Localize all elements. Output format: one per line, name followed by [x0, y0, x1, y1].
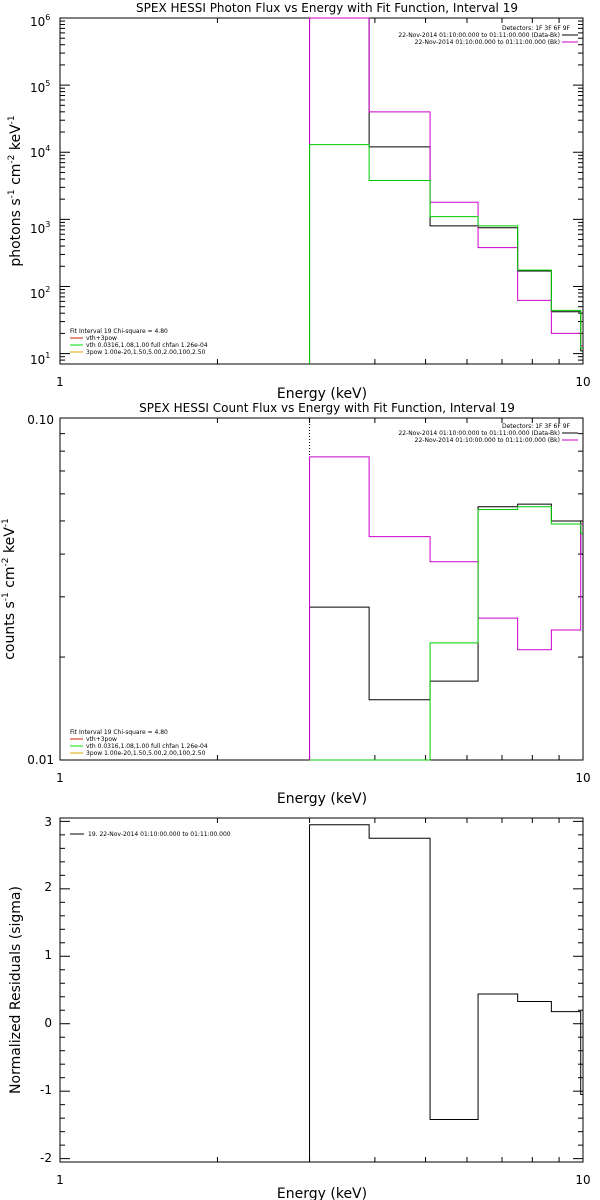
- legend-vth: vth 0.0316,1.08,1.00 full chfan 1.26e-04: [86, 342, 208, 349]
- panel1-frame: [59, 17, 584, 365]
- panel3-ticks: [59, 818, 584, 1162]
- panel3-top-legend: 19. 22-Nov-2014 01:10:00.000 to 01:11:00…: [70, 831, 231, 838]
- panel3-x-tick-label: 1: [56, 1173, 64, 1187]
- panel2-x-axis-label: Energy (keV): [277, 791, 367, 807]
- panel2-y-tick-label: 0.01: [27, 753, 54, 767]
- legend-vth3pow: vth+3pow: [86, 335, 117, 342]
- residuals-panel: -2 -1 0 1 2 3 1 10 Energy (keV) Normaliz…: [8, 815, 591, 1200]
- panel2-bottom-legend: Fit Interval 19 Chi-square = 4.80 vth+3p…: [70, 729, 208, 757]
- panel3-y-tick-label: 3: [44, 815, 52, 829]
- panel2-y-tick-label: 0.10: [27, 413, 54, 427]
- panel3-y-tick-label: -2: [40, 1151, 52, 1165]
- panel3-frame: [59, 817, 584, 1163]
- panel3-series: [309, 824, 583, 1162]
- panel1-bottom-legend: Fit Interval 19 Chi-square = 4.80 vth+3p…: [70, 328, 208, 356]
- panel1-y-axis-label: photons s-1 cm-2 keV-1: [7, 115, 24, 266]
- panel1-x-tick-label: 1: [56, 375, 64, 389]
- panel1-ticks: [59, 17, 584, 365]
- series-2-step-line: [309, 456, 583, 760]
- panel1-y-tick-labels: 101 102 103 104 105 106: [30, 13, 50, 367]
- series-1-step-line: [309, 503, 583, 760]
- panel2-title: SPEX HESSI Count Flux vs Energy with Fit…: [139, 401, 515, 415]
- panel2-x-tick-label: 1: [56, 771, 64, 785]
- legend-detectors: Detectors: 1F 3F 6F 9F: [502, 25, 571, 32]
- series-3-step-line: [309, 144, 583, 364]
- legend-detectors: Detectors: 1F 3F 6F 9F: [502, 423, 571, 430]
- legend-vth: vth 0.0316,1.08,1.00 full chfan 1.26e-04: [86, 743, 208, 750]
- panel1-x-tick-label: 10: [575, 375, 590, 389]
- panel3-y-tick-label: 1: [44, 948, 52, 962]
- panel1-y-tick-label: 104: [30, 144, 50, 160]
- panel1-series: [309, 17, 583, 364]
- panel2-top-legend: Detectors: 1F 3F 6F 9F 22-Nov-2014 01:10…: [398, 423, 578, 444]
- panel1-y-tick-label: 105: [30, 79, 50, 95]
- legend-3pow: 3pow 1.00e-20,1.50,5.00,2.00,100,2.50: [86, 750, 206, 757]
- panel2-frame: [59, 417, 584, 761]
- panel3-x-tick-label: 10: [575, 1173, 590, 1187]
- panel1-y-tick-label: 102: [30, 285, 50, 301]
- legend-bk: 22-Nov-2014 01:10:00.000 to 01:11:00.000…: [415, 39, 560, 46]
- panel2-series: [309, 418, 583, 761]
- legend-data-bk: 22-Nov-2014 01:10:00.000 to 01:11:00.000…: [398, 430, 560, 437]
- panel2-y-axis-label: counts s-1 cm-2 keV-1: [1, 518, 18, 660]
- panel3-y-axis-label: Normalized Residuals (sigma): [8, 886, 24, 1094]
- panel1-top-legend: Detectors: 1F 3F 6F 9F 22-Nov-2014 01:10…: [398, 25, 578, 46]
- legend-3pow: 3pow 1.00e-20,1.50,5.00,2.00,100,2.50: [86, 349, 206, 356]
- panel3-x-axis-label: Energy (keV): [277, 1186, 367, 1200]
- legend-fit-interval: Fit Interval 19 Chi-square = 4.80: [70, 729, 168, 736]
- panel3-y-tick-label: 2: [44, 880, 52, 894]
- panel2-x-tick-label: 10: [575, 771, 590, 785]
- panel1-x-axis-label: Energy (keV): [277, 386, 367, 402]
- panel1-y-tick-label: 103: [30, 220, 50, 236]
- legend-bk: 22-Nov-2014 01:10:00.000 to 01:11:00.000…: [415, 437, 560, 444]
- panel1-y-tick-label: 101: [30, 351, 50, 367]
- panel3-y-tick-label: -1: [40, 1083, 52, 1097]
- panel2-ticks: [59, 417, 584, 761]
- panel1-y-tick-label: 106: [30, 13, 50, 29]
- panel1-title: SPEX HESSI Photon Flux vs Energy with Fi…: [136, 1, 518, 15]
- photon-flux-panel: SPEX HESSI Photon Flux vs Energy with Fi…: [7, 1, 591, 402]
- series-1-step-line: [309, 824, 583, 1162]
- legend-vth3pow: vth+3pow: [86, 736, 117, 743]
- series-1-step-line: [309, 17, 583, 364]
- legend-data-bk: 22-Nov-2014 01:10:00.000 to 01:11:00.000…: [398, 32, 560, 39]
- series-3-step-line: [309, 506, 583, 761]
- count-flux-panel: SPEX HESSI Count Flux vs Energy with Fit…: [1, 401, 591, 807]
- legend-fit-interval: Fit Interval 19 Chi-square = 4.80: [70, 328, 168, 335]
- panel3-y-tick-label: 0: [44, 1016, 52, 1030]
- legend-residual: 19. 22-Nov-2014 01:10:00.000 to 01:11:00…: [88, 831, 231, 838]
- series-2-step-line: [309, 17, 583, 364]
